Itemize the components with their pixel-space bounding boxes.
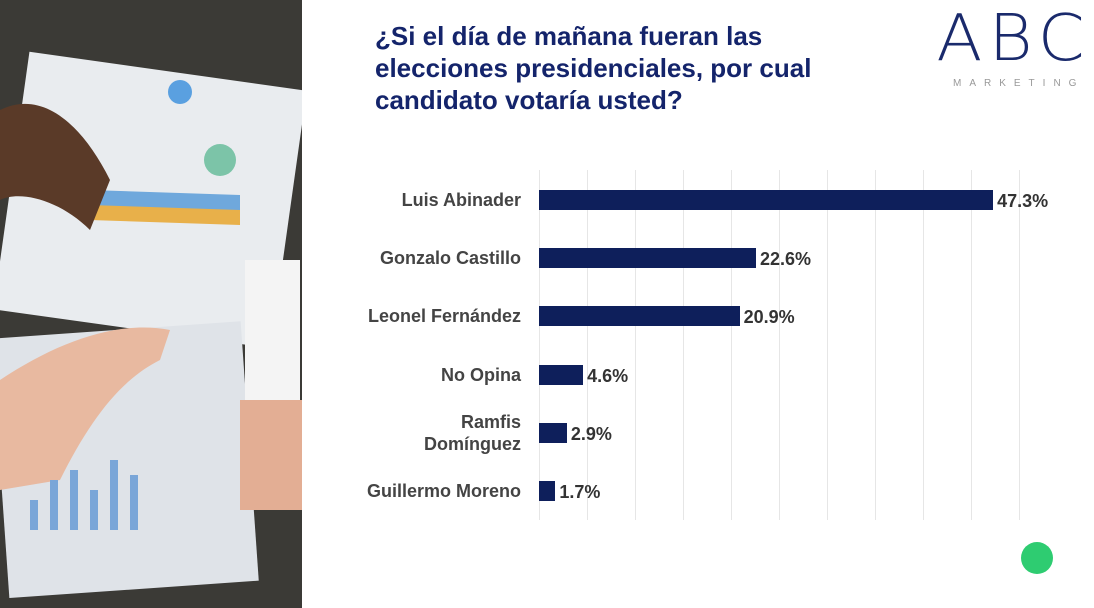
bar bbox=[539, 190, 994, 210]
status-dot bbox=[1021, 542, 1053, 574]
value-label: 22.6% bbox=[759, 249, 811, 270]
bar bbox=[539, 481, 556, 501]
grid-line bbox=[1019, 170, 1020, 520]
grid-line bbox=[683, 170, 684, 520]
grid-line bbox=[923, 170, 924, 520]
bar bbox=[539, 248, 756, 269]
grid-line bbox=[971, 170, 972, 520]
category-label: Luis Abinader bbox=[401, 190, 521, 210]
bar bbox=[539, 364, 584, 385]
grid-line bbox=[731, 170, 732, 520]
bar bbox=[539, 422, 567, 443]
grid-line bbox=[875, 170, 876, 520]
value-label: 47.3% bbox=[997, 191, 1049, 211]
value-label: 2.9% bbox=[570, 423, 612, 444]
grid-line bbox=[635, 170, 636, 520]
grid-line bbox=[539, 170, 540, 520]
category-label: No Opina bbox=[441, 364, 521, 385]
value-label: 1.7% bbox=[559, 482, 601, 502]
grid-line bbox=[779, 170, 780, 520]
logo-text: MARKETING bbox=[953, 78, 1085, 89]
grid-line bbox=[827, 170, 828, 520]
category-label: Gonzalo Castillo bbox=[379, 248, 521, 269]
category-label: Leonel Fernández bbox=[367, 306, 521, 327]
photo bbox=[0, 0, 302, 608]
bar bbox=[539, 306, 740, 327]
chart-title: ¿Si el día de mañana fueran las eleccion… bbox=[375, 21, 812, 115]
grid-line bbox=[587, 170, 588, 520]
logo-mark: ABC bbox=[936, 2, 1091, 76]
category-label: Ramfis Domínguez bbox=[424, 411, 521, 454]
value-label: 4.6% bbox=[587, 365, 629, 386]
value-label: 20.9% bbox=[743, 307, 795, 328]
category-label: Guillermo Moreno bbox=[366, 481, 521, 501]
